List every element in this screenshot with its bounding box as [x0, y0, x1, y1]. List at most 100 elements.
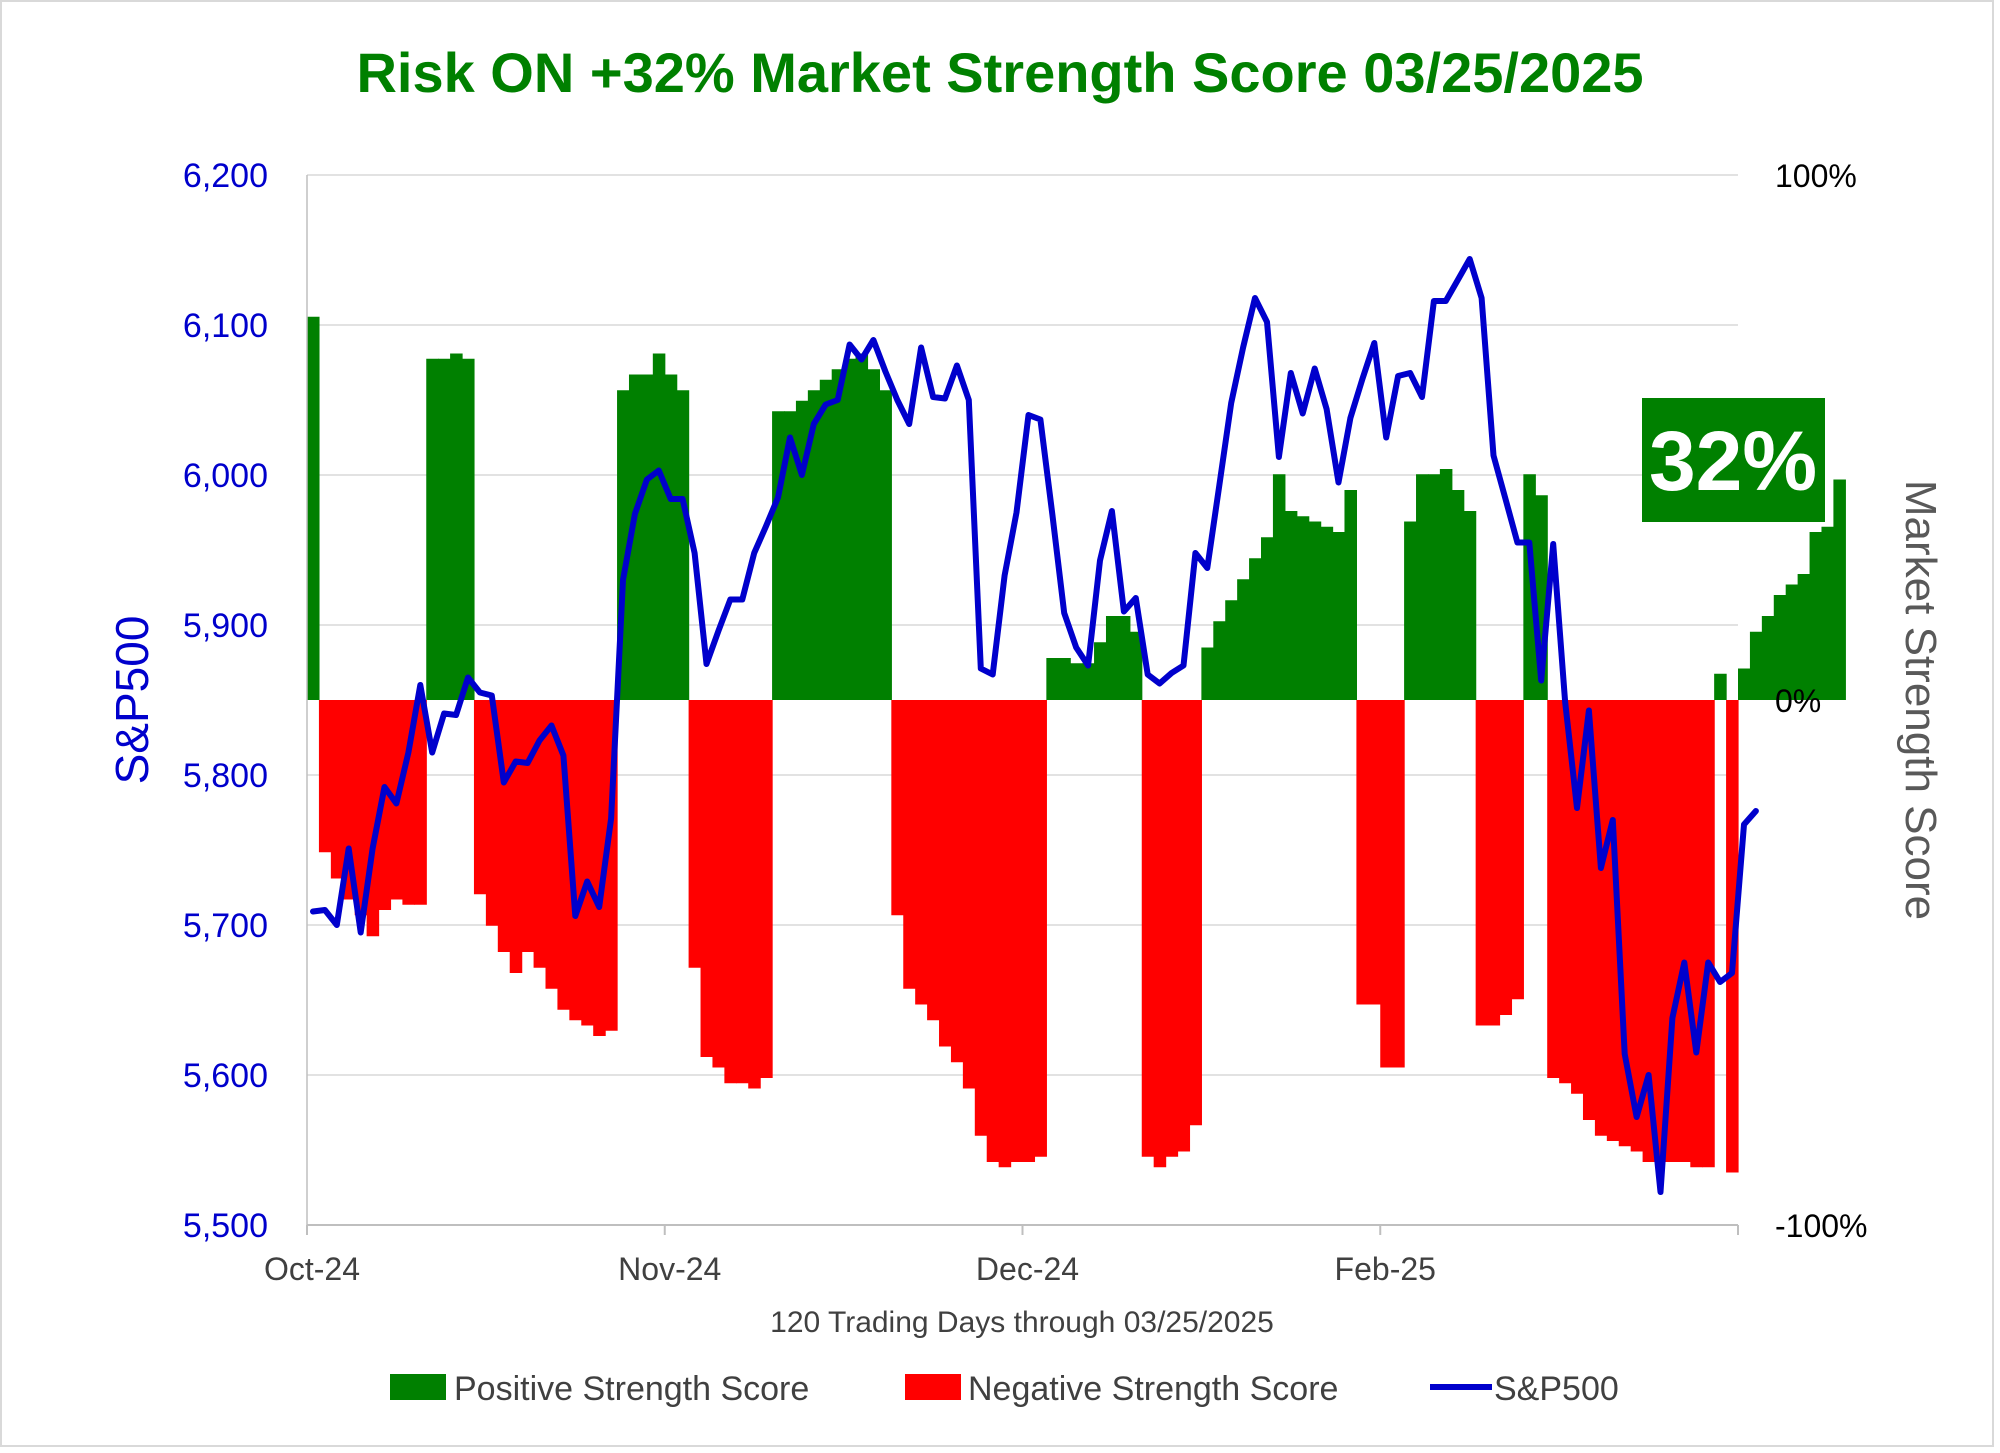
negative-strength-bar — [1606, 700, 1620, 1141]
positive-strength-bar — [1797, 574, 1811, 700]
negative-strength-bar — [927, 700, 940, 1021]
negative-strength-bar — [1642, 700, 1656, 1162]
positive-strength-bar — [855, 353, 869, 700]
legend-label-positive: Positive Strength Score — [454, 1370, 809, 1408]
negative-strength-bar — [1153, 700, 1167, 1168]
positive-strength-bar — [1272, 474, 1286, 700]
negative-strength-bar — [1368, 700, 1381, 1005]
positive-strength-bar — [1046, 658, 1059, 700]
positive-strength-bar — [652, 353, 666, 700]
positive-strength-bar — [1451, 490, 1465, 700]
positive-strength-bar — [628, 374, 642, 700]
negative-strength-bar — [1034, 700, 1047, 1157]
negative-strength-bar — [593, 700, 606, 1036]
right-tick-label: -100% — [1775, 1208, 1868, 1244]
negative-strength-bar — [998, 700, 1012, 1168]
negative-strength-bar — [545, 700, 559, 989]
positive-strength-bar — [1284, 511, 1298, 700]
strength-bars — [307, 316, 1846, 1173]
left-tick-label: 6,000 — [183, 457, 268, 495]
negative-strength-bar — [712, 700, 725, 1068]
negative-strength-bar — [760, 700, 773, 1078]
score-badge-text: 32% — [1649, 414, 1817, 508]
chart-title: Risk ON +32% Market Strength Score 03/25… — [356, 41, 1643, 104]
positive-strength-bar — [1749, 631, 1763, 700]
negative-strength-bar — [1487, 700, 1501, 1026]
positive-strength-bar — [1821, 526, 1834, 700]
negative-strength-bar — [974, 700, 988, 1136]
negative-strength-bar — [330, 700, 344, 879]
left-axis-title: S&P500 — [106, 616, 158, 785]
right-tick-label: 100% — [1775, 158, 1857, 194]
negative-strength-bar — [962, 700, 976, 1089]
positive-strength-bar — [1320, 526, 1334, 700]
negative-strength-bar — [950, 700, 964, 1063]
positive-strength-bar — [1261, 537, 1274, 700]
legend-swatch-positive — [390, 1374, 446, 1400]
positive-strength-bar — [867, 369, 880, 700]
positive-strength-bar — [1058, 658, 1071, 700]
negative-strength-bar — [688, 700, 702, 968]
negative-strength-bar — [414, 700, 427, 905]
positive-strength-bar — [1523, 474, 1536, 700]
negative-strength-bar — [1177, 700, 1191, 1152]
left-tick-label: 5,700 — [183, 907, 268, 945]
positive-strength-bar — [1070, 663, 1083, 700]
negative-strength-bar — [1630, 700, 1644, 1152]
positive-strength-bar — [426, 358, 439, 700]
negative-strength-bar — [509, 700, 523, 973]
positive-strength-bar — [807, 390, 821, 700]
positive-strength-bar — [1404, 521, 1417, 700]
negative-strength-bar — [485, 700, 499, 926]
negative-strength-bar — [1010, 700, 1024, 1162]
left-tick-label: 6,200 — [183, 157, 268, 195]
sp500-line-layer — [310, 256, 1759, 1195]
x-tick-label: Dec-24 — [976, 1251, 1079, 1287]
negative-strength-bar — [1499, 700, 1513, 1015]
negative-strength-bar — [1702, 700, 1715, 1168]
positive-strength-bar — [1463, 511, 1477, 700]
left-tick-label: 6,100 — [183, 307, 268, 345]
positive-strength-bar — [1738, 668, 1751, 700]
positive-strength-bar — [819, 379, 833, 700]
negative-strength-bar — [1690, 700, 1703, 1168]
negative-strength-bar — [1475, 700, 1489, 1026]
left-tick-label: 5,600 — [183, 1057, 268, 1095]
positive-strength-bar — [1308, 521, 1322, 700]
positive-strength-bar — [1237, 579, 1250, 700]
negative-strength-bar — [569, 700, 582, 1021]
legend-label-sp500: S&P500 — [1494, 1370, 1619, 1408]
negative-strength-bar — [354, 700, 368, 916]
positive-strength-bar — [1416, 474, 1429, 700]
legend: Positive Strength Score Negative Strength… — [390, 1370, 1619, 1408]
negative-strength-bar — [891, 700, 904, 916]
left-tick-label: 5,500 — [183, 1207, 268, 1245]
positive-strength-bar — [1201, 647, 1214, 700]
positive-strength-bar — [438, 358, 451, 700]
positive-strength-bar — [1439, 469, 1453, 700]
negative-strength-bar — [318, 700, 332, 853]
negative-strength-bar — [473, 700, 487, 895]
left-tick-label: 5,800 — [183, 757, 268, 795]
positive-strength-bar — [772, 411, 785, 700]
negative-strength-bar — [903, 700, 916, 989]
negative-strength-bar — [1356, 700, 1369, 1005]
x-axis-title: 120 Trading Days through 03/25/2025 — [770, 1306, 1274, 1339]
negative-strength-bar — [402, 700, 415, 905]
negative-strength-bar — [748, 700, 761, 1089]
positive-strength-bar — [676, 390, 690, 700]
negative-strength-bar — [1594, 700, 1608, 1136]
positive-strength-bar — [1427, 474, 1441, 700]
negative-strength-bar — [378, 700, 392, 910]
positive-strength-bar — [664, 374, 678, 700]
axes: 6,200 6,100 6,000 5,900 5,800 5,700 5,600 5,500… — [106, 157, 1945, 1339]
positive-strength-bar — [1094, 642, 1107, 700]
negative-strength-bar — [1380, 700, 1393, 1068]
sp500-line — [310, 256, 1759, 1195]
negative-strength-bar — [1559, 700, 1572, 1084]
positive-strength-bar — [784, 411, 797, 700]
negative-strength-bar — [1141, 700, 1155, 1157]
negative-strength-bar — [1678, 700, 1691, 1162]
positive-strength-bar — [1082, 663, 1095, 700]
